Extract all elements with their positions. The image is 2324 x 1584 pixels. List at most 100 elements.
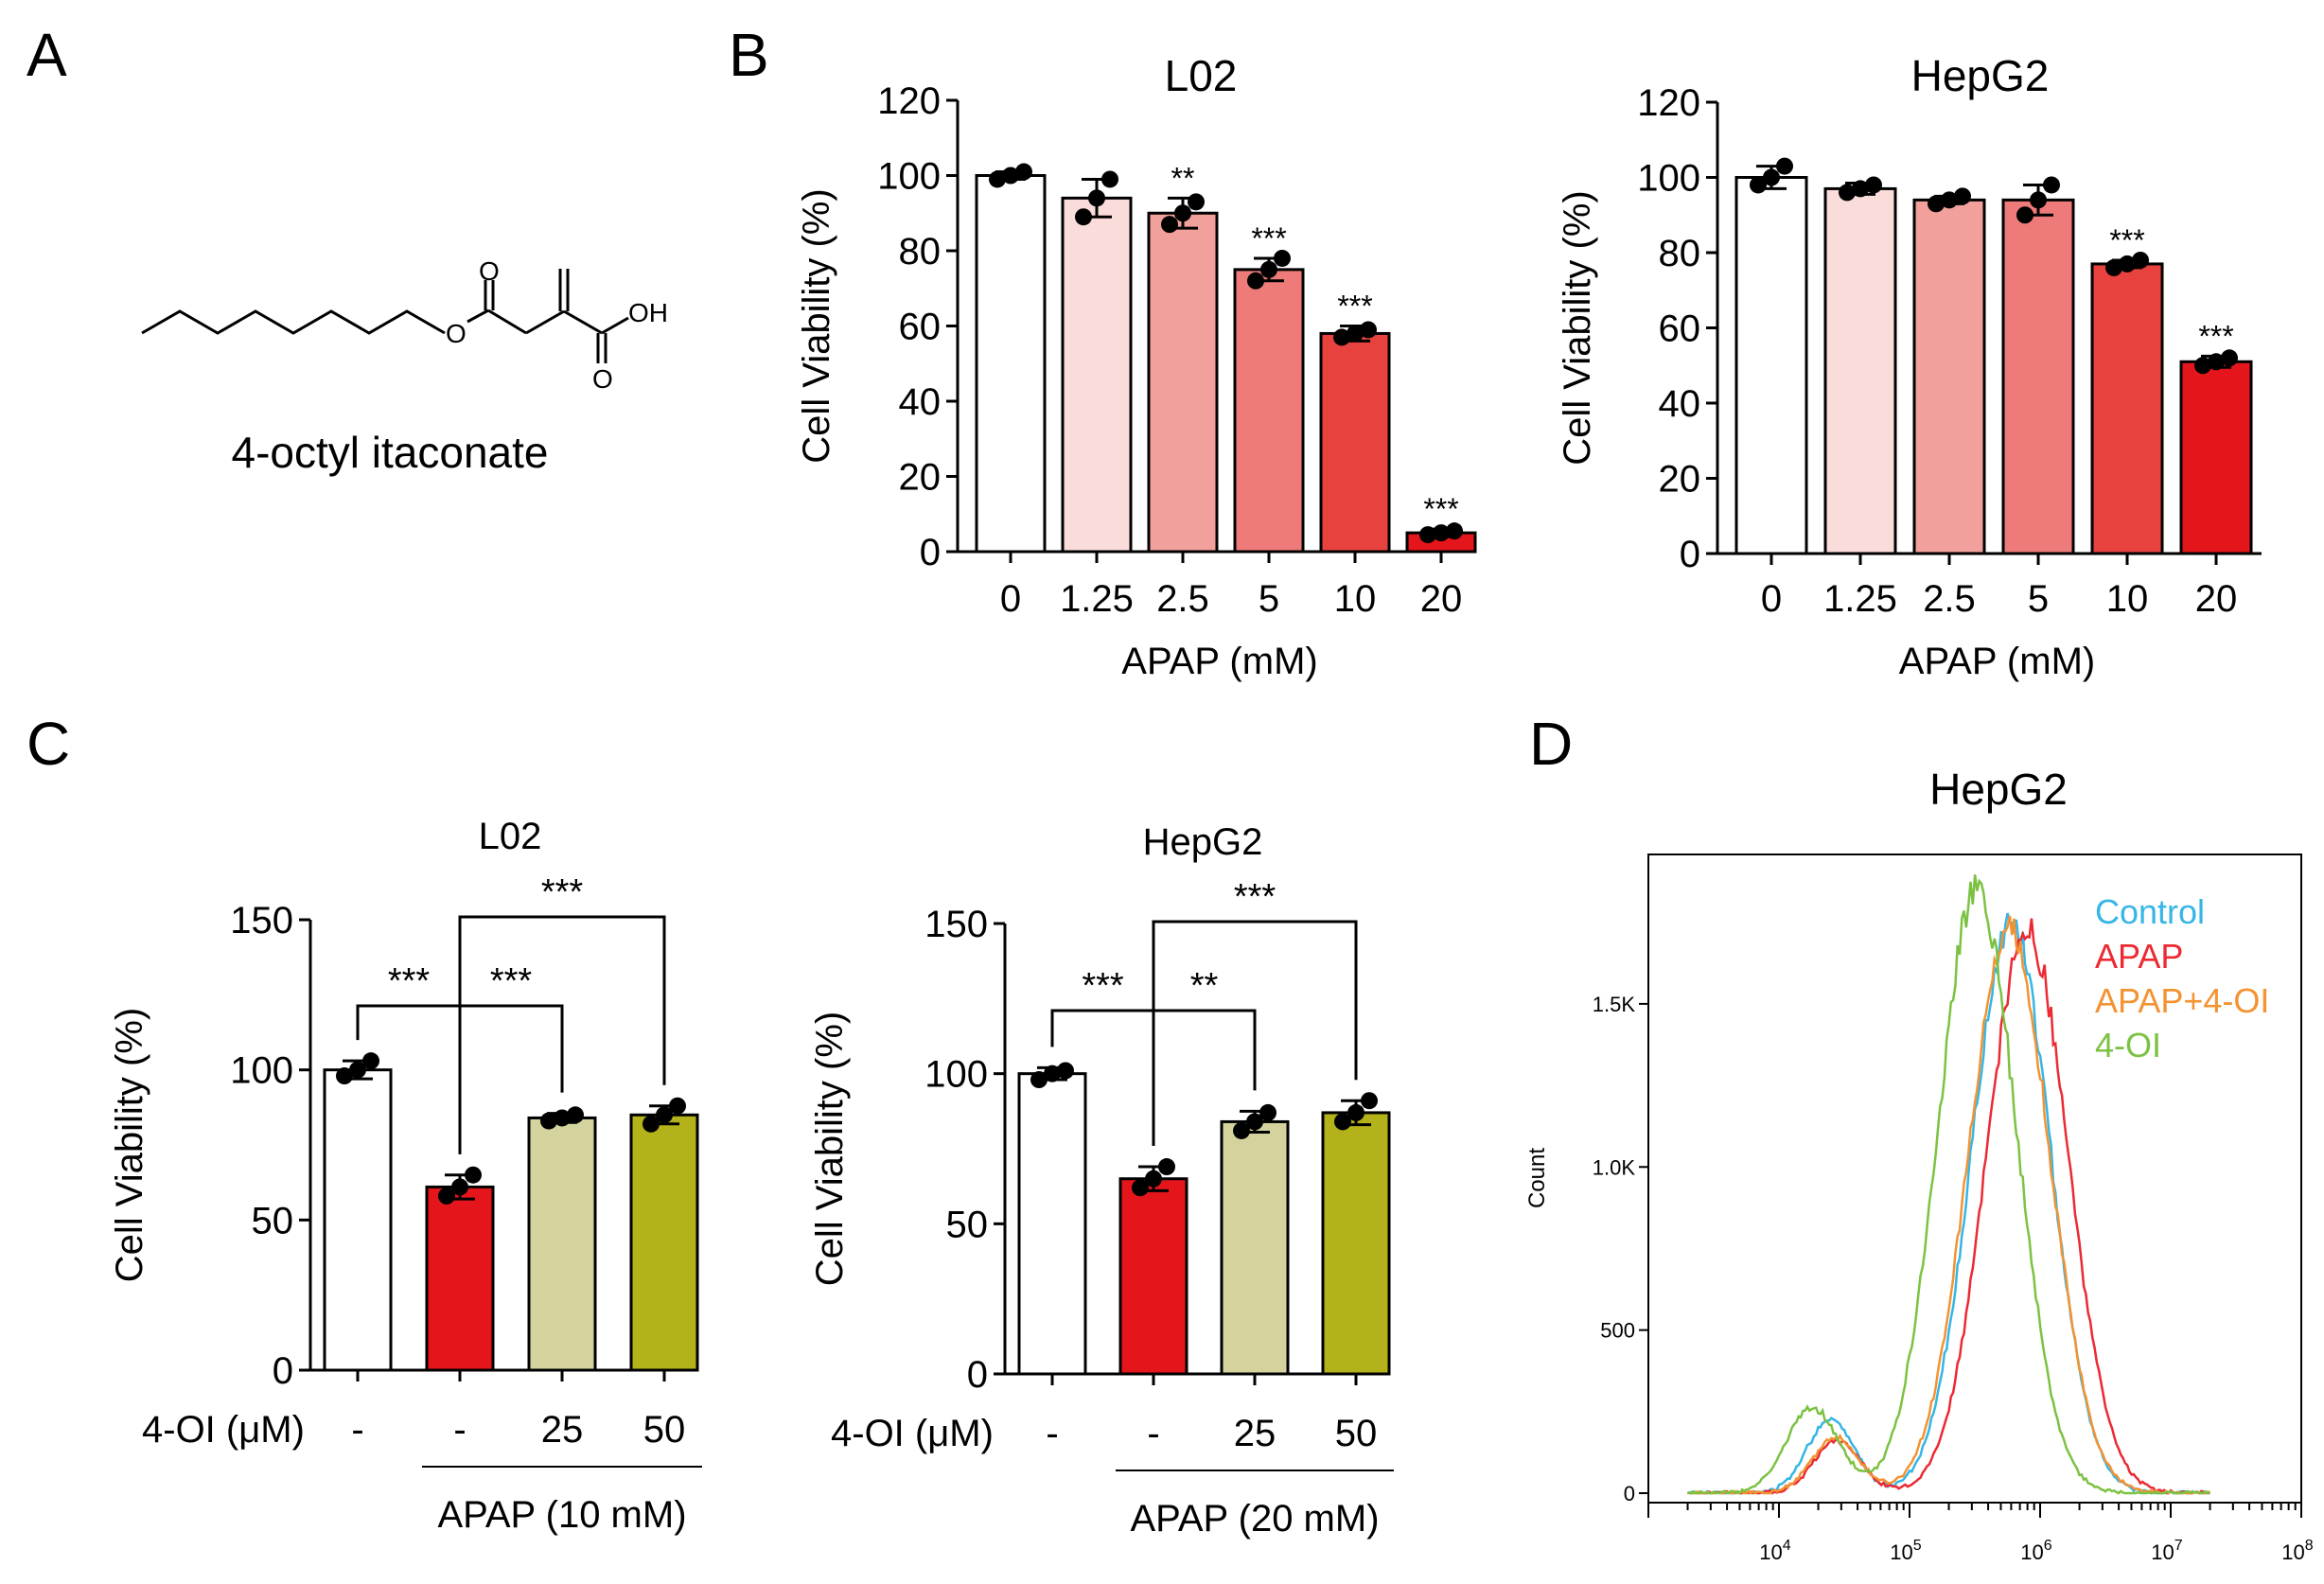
y-axis-label: Cell Viability (%) bbox=[1557, 190, 1598, 465]
data-point bbox=[2221, 349, 2238, 367]
x-tick-label: 50 bbox=[643, 1409, 686, 1451]
data-point bbox=[362, 1052, 379, 1070]
data-point bbox=[1057, 1062, 1074, 1080]
bar bbox=[1912, 198, 1986, 555]
chart-c-hepg2: HepG2 0 50 100 150 Cell Viability (%) 4-OI (μM… bbox=[809, 821, 1394, 1540]
data-point bbox=[1015, 163, 1032, 181]
bar bbox=[2179, 360, 2253, 555]
legend-entry: 4-OI bbox=[2095, 1026, 2161, 1065]
y-tick-label: 60 bbox=[899, 307, 942, 348]
bar bbox=[1233, 268, 1305, 554]
y-tick-label: 40 bbox=[899, 381, 942, 423]
y-tick-label: 0 bbox=[920, 532, 941, 573]
data-point bbox=[1419, 526, 1436, 544]
chart-d-hepg2: HepG2 Count 0 500 1.0K 1.5K 104 105 106 107 108 Con… bbox=[1524, 765, 2314, 1564]
data-point bbox=[2043, 176, 2060, 194]
data-point bbox=[656, 1106, 673, 1124]
ester-o-bond bbox=[467, 308, 489, 324]
row-label: 4-OI (μM) bbox=[831, 1413, 994, 1454]
data-point bbox=[1101, 170, 1118, 188]
y-tick-label: 80 bbox=[1659, 233, 1701, 274]
chart-b-l02: L02 0 20 40 60 80 100 120 Cell Viability (%) 0 1.2… bbox=[796, 51, 1477, 682]
y-tick-label: 1.0K bbox=[1593, 1155, 1636, 1179]
acid-bond bbox=[563, 309, 603, 335]
data-point bbox=[2194, 357, 2211, 375]
significance-label: *** bbox=[1423, 492, 1458, 526]
data-point bbox=[2016, 206, 2034, 224]
row-label: 4-OI (μM) bbox=[142, 1409, 305, 1451]
x-tick-label: 20 bbox=[1420, 578, 1463, 620]
legend-entry: APAP bbox=[2095, 937, 2183, 976]
y-tick-label: 100 bbox=[230, 1050, 293, 1092]
y-tick-label: 0 bbox=[1624, 1482, 1635, 1505]
data-point bbox=[1361, 1092, 1378, 1110]
data-point bbox=[1075, 208, 1092, 226]
data-point bbox=[465, 1166, 482, 1184]
y-tick-label: 40 bbox=[1659, 383, 1701, 425]
data-point bbox=[2030, 191, 2047, 209]
x-tick-label: 25 bbox=[1234, 1413, 1276, 1454]
y-axis-label: Cell Viability (%) bbox=[109, 1008, 150, 1282]
y-tick-label: 100 bbox=[877, 156, 941, 198]
chart-title: L02 bbox=[1165, 51, 1238, 100]
x-tick-label: 50 bbox=[1335, 1413, 1378, 1454]
y-tick-label: 0 bbox=[1680, 534, 1700, 575]
bar bbox=[1321, 1111, 1391, 1376]
data-point bbox=[349, 1061, 366, 1079]
bar bbox=[1118, 1177, 1188, 1376]
x-tick-label: 0 bbox=[1761, 578, 1782, 620]
plot-frame bbox=[1647, 854, 2302, 1504]
data-point bbox=[336, 1067, 353, 1085]
comparison-label: ** bbox=[1190, 966, 1219, 1006]
ester-o-label: O bbox=[446, 319, 467, 348]
chart-title: HepG2 bbox=[1929, 765, 2068, 814]
data-point bbox=[1030, 1071, 1048, 1089]
oh-label: OH bbox=[628, 298, 668, 327]
significance-label: *** bbox=[1251, 221, 1286, 255]
y-tick-label: 150 bbox=[924, 904, 988, 945]
chart-c-l02: L02 0 50 100 150 Cell Viability (%) 4-OI (μM) -… bbox=[109, 816, 702, 1536]
chart-title: HepG2 bbox=[1911, 51, 2050, 100]
bar bbox=[2001, 198, 2075, 555]
comparison-bracket bbox=[1152, 920, 1358, 1147]
y-axis-label: Count bbox=[1524, 1148, 1550, 1208]
y-tick-label: 0 bbox=[273, 1350, 293, 1392]
data-point bbox=[1839, 184, 1856, 202]
data-point bbox=[1145, 1170, 1162, 1188]
y-tick-label: 100 bbox=[1637, 158, 1700, 200]
bar bbox=[425, 1185, 495, 1372]
legend-entry: Control bbox=[2095, 892, 2205, 931]
x-tick-label: 0 bbox=[1000, 578, 1021, 620]
x-tick-label: 5 bbox=[1259, 578, 1279, 620]
bar bbox=[975, 174, 1047, 554]
y-tick-label: 60 bbox=[1659, 308, 1701, 350]
data-point bbox=[1188, 193, 1205, 211]
y-tick-label: 1.5K bbox=[1593, 993, 1636, 1016]
significance-label: *** bbox=[2109, 223, 2144, 257]
chart-title: L02 bbox=[479, 816, 542, 857]
significance-label: *** bbox=[2198, 319, 2233, 353]
data-point bbox=[1259, 1103, 1276, 1121]
molecule-bonds bbox=[141, 309, 446, 335]
x-tick-label: 1.25 bbox=[1060, 578, 1134, 620]
data-point bbox=[1928, 195, 1945, 213]
data-point bbox=[1158, 1158, 1175, 1176]
molecule-name: 4-octyl itaconate bbox=[232, 428, 549, 477]
y-tick-label: 20 bbox=[899, 457, 942, 499]
molecule-structure: O O OH O 4-octyl itaconate bbox=[141, 256, 668, 477]
data-point bbox=[1852, 180, 1869, 198]
x-tick-label: 20 bbox=[2195, 578, 2238, 620]
bar bbox=[1017, 1072, 1087, 1376]
y-tick-label: 50 bbox=[252, 1200, 294, 1241]
data-point bbox=[1360, 321, 1377, 339]
data-point bbox=[1247, 272, 1264, 290]
x-axis-label: APAP (mM) bbox=[1121, 641, 1317, 682]
comparison-label: *** bbox=[490, 961, 533, 1001]
bar bbox=[1823, 186, 1897, 555]
x-tick-label: 104 bbox=[1759, 1538, 1790, 1564]
y-tick-label: 150 bbox=[230, 900, 293, 942]
data-point bbox=[1446, 522, 1463, 540]
data-point bbox=[1954, 187, 1971, 205]
